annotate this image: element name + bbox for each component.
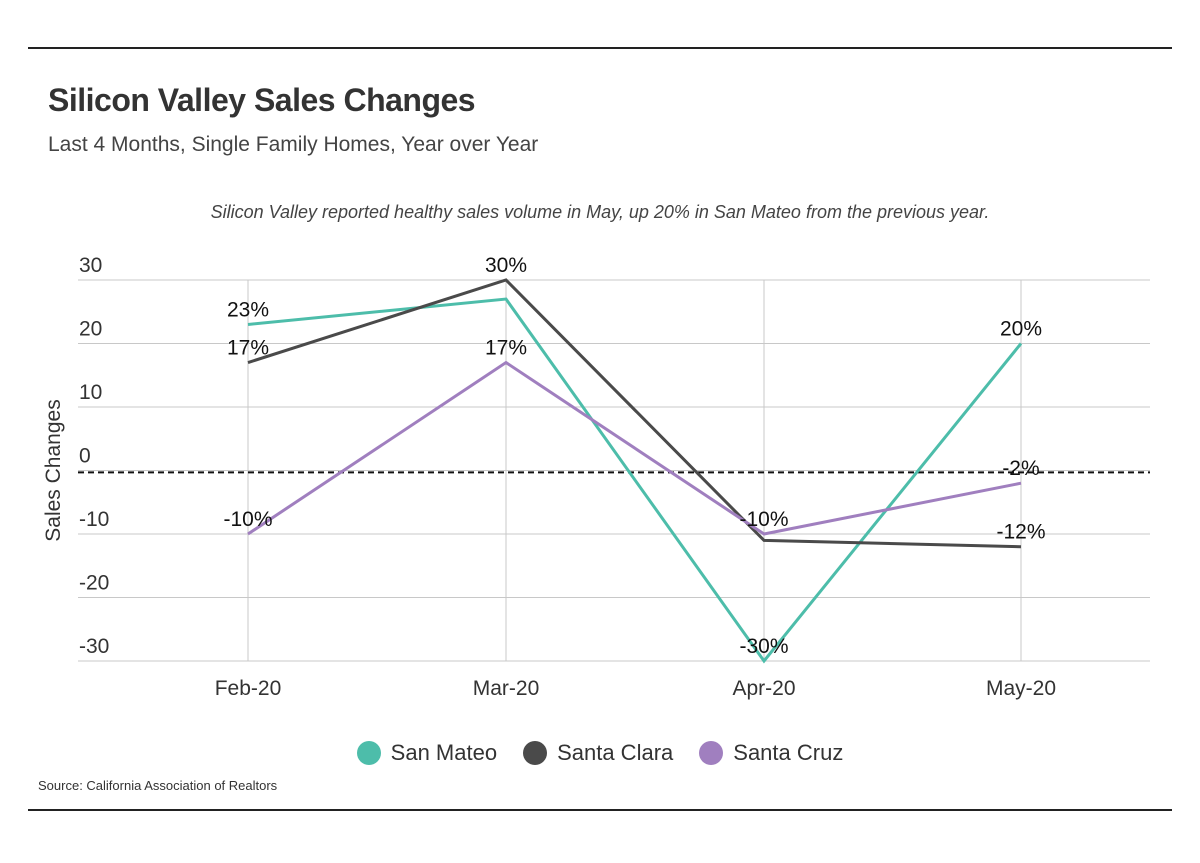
y-tick-label: 10: [79, 381, 102, 404]
y-tick-label: 0: [79, 445, 91, 468]
bottom-rule: [28, 809, 1172, 811]
y-tick-label: -20: [79, 572, 109, 595]
legend-label: Santa Clara: [557, 740, 674, 765]
y-tick-label: -10: [79, 508, 109, 531]
legend-item-san-mateo: San Mateo: [356, 740, 498, 766]
legend-swatch: [356, 741, 381, 765]
data-label: -2%: [1002, 457, 1039, 480]
legend: San Mateo Santa Clara Santa Cruz: [0, 740, 1200, 766]
legend-swatch: [699, 741, 724, 765]
series-line-san-mateo: [247, 297, 1023, 664]
data-label: -12%: [996, 521, 1045, 544]
data-label: 17%: [485, 337, 527, 360]
data-label: -30%: [739, 635, 788, 658]
y-tick-label: -30: [79, 635, 109, 658]
legend-label: San Mateo: [390, 740, 498, 765]
x-tick-label: Apr-20: [732, 677, 795, 700]
data-label: -10%: [739, 508, 788, 531]
chart-annotation: Silicon Valley reported healthy sales vo…: [210, 202, 990, 222]
chart-subtitle: Last 4 Months, Single Family Homes, Year…: [48, 133, 539, 156]
data-label: -10%: [223, 508, 272, 531]
legend-label: Santa Cruz: [733, 740, 844, 765]
legend-item-santa-clara: Santa Clara: [523, 740, 673, 766]
series-line-santa-cruz: [247, 360, 1022, 536]
chart-title: Silicon Valley Sales Changes: [48, 82, 476, 118]
y-tick-label: 30: [79, 254, 102, 277]
x-tick-label: May-20: [986, 677, 1056, 700]
source-note: Source: California Association of Realto…: [38, 778, 278, 793]
y-tick-label: 20: [79, 318, 102, 341]
data-label: 17%: [227, 337, 269, 360]
x-tick-label: Mar-20: [473, 677, 540, 700]
series-line-santa-clara: [247, 278, 1022, 549]
x-tick-label: Feb-20: [215, 677, 282, 700]
legend-item-santa-cruz: Santa Cruz: [699, 740, 843, 766]
legend-swatch: [523, 741, 548, 765]
top-rule: [28, 47, 1172, 49]
data-label: 30%: [485, 254, 527, 277]
data-label: 23%: [227, 298, 269, 321]
y-axis-label: Sales Changes: [42, 399, 65, 541]
data-label: 20%: [1000, 318, 1042, 341]
